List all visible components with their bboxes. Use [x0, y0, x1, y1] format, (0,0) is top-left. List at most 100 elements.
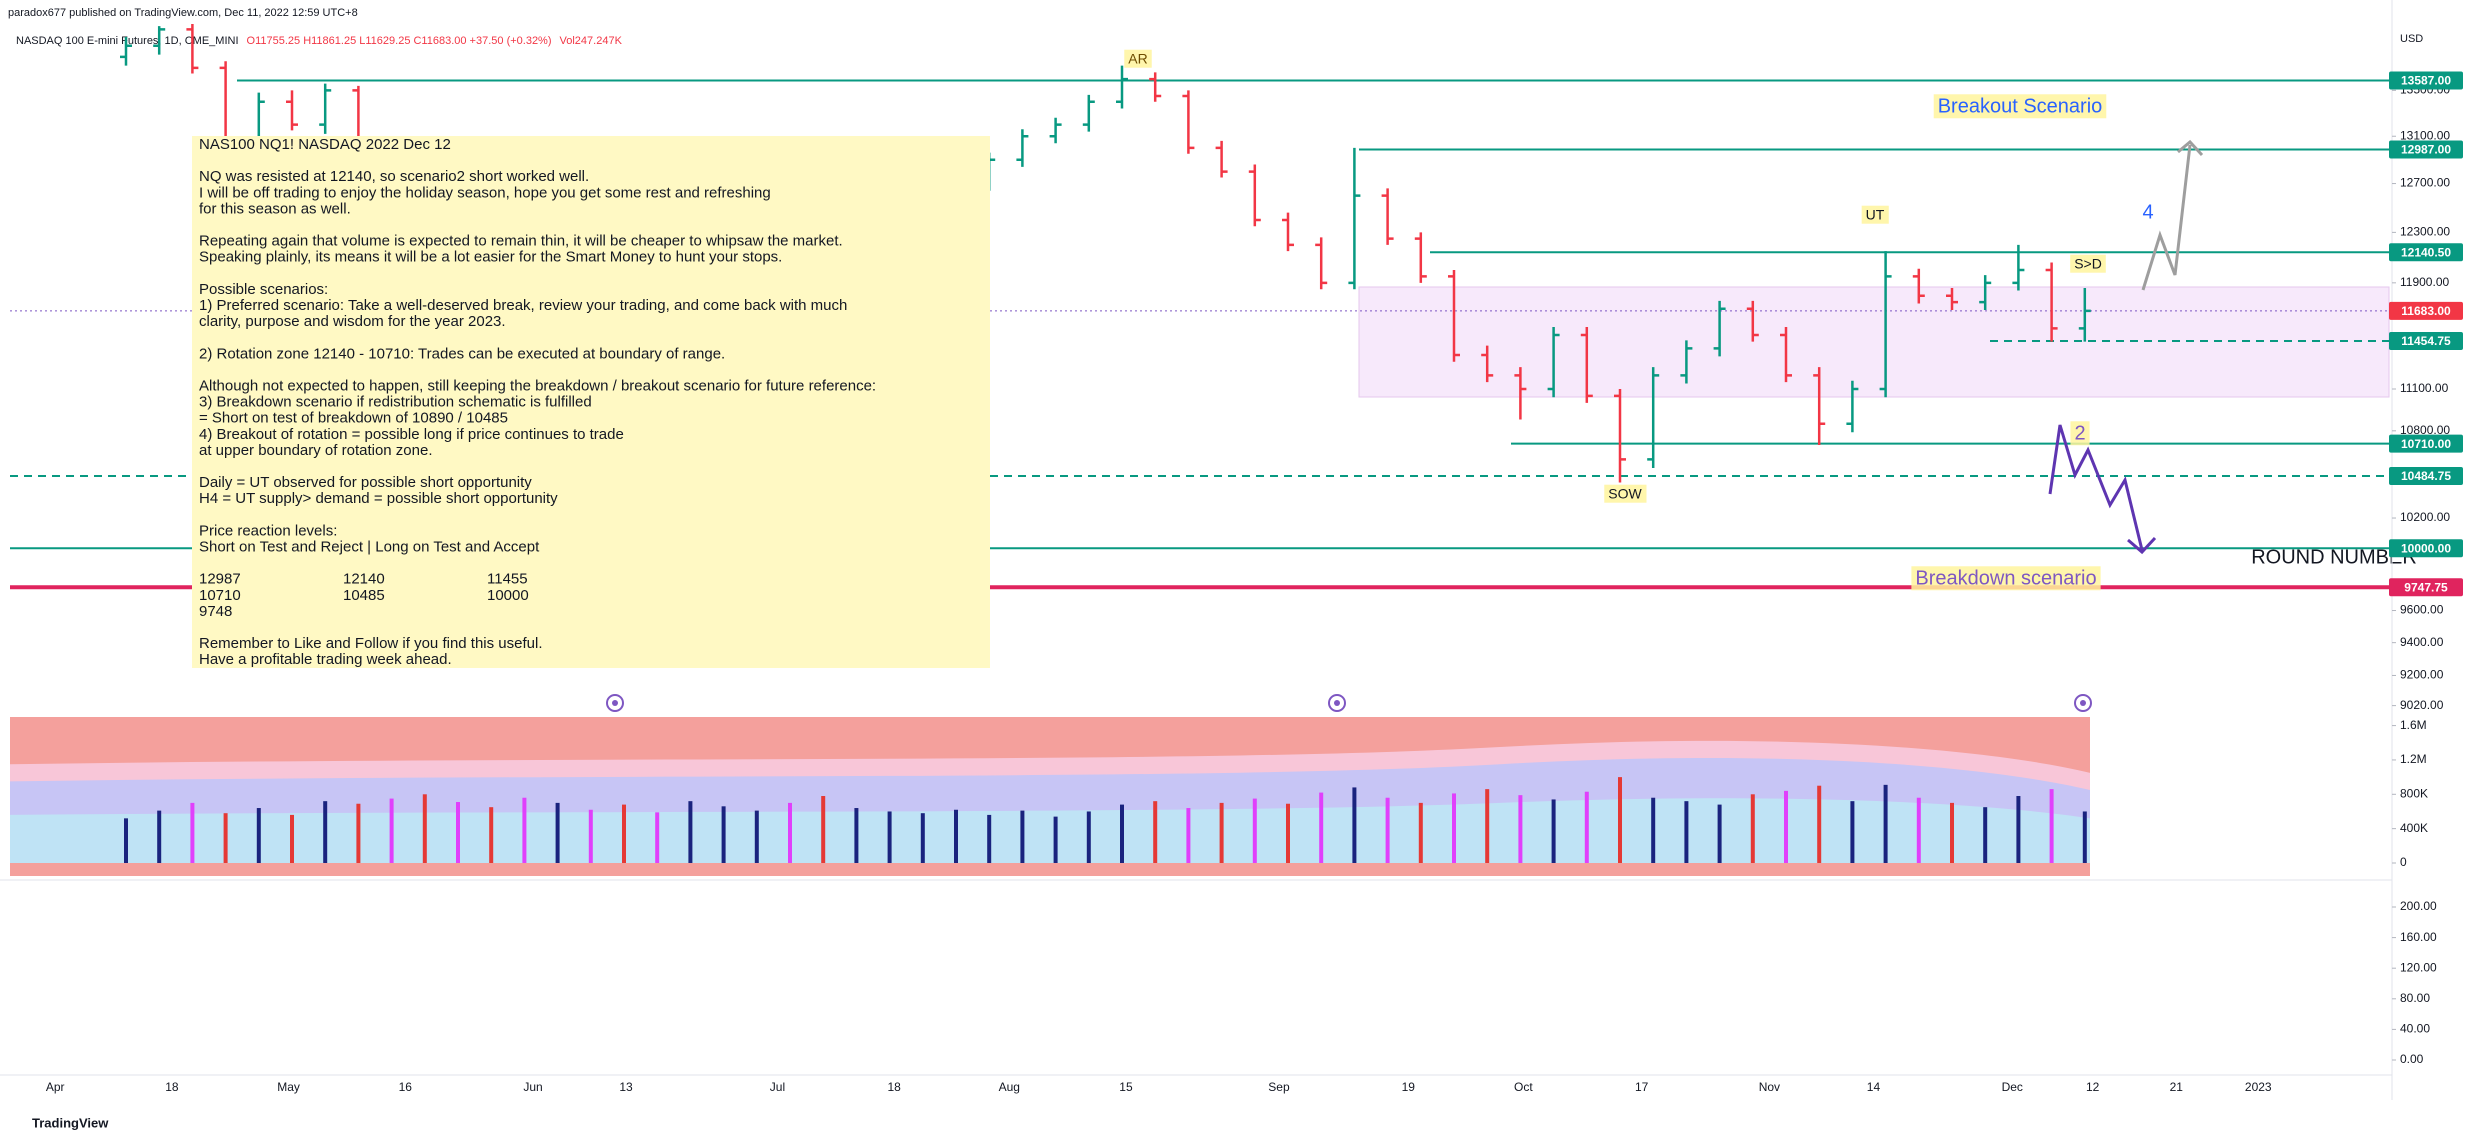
volume-bar	[1153, 801, 1158, 863]
x-tick-label: Jun	[523, 1080, 542, 1094]
x-tick-label: May	[277, 1080, 300, 1094]
x-tick-label: 18	[887, 1080, 901, 1094]
annotation: Breakout Scenario	[1938, 95, 2103, 117]
volume-bar	[422, 794, 427, 863]
volume-bar	[1452, 793, 1456, 863]
y-tick-label: 400K	[2400, 821, 2428, 835]
price-label: 13587.00	[2401, 74, 2451, 88]
price-label-box	[2389, 578, 2463, 597]
annotation-background	[2070, 254, 2106, 273]
volume-bar	[1883, 784, 1888, 863]
y-tick-label: 10800.00	[2400, 423, 2450, 437]
ohlc-bar	[1547, 327, 1560, 398]
note-line: Speaking plainly, its means it will be a…	[199, 249, 782, 266]
note-box	[192, 136, 990, 668]
ohlc-bar	[1946, 287, 1958, 310]
volume-bar	[655, 812, 660, 863]
y-tick-label: 120.00	[2400, 960, 2437, 974]
volume-bar	[256, 808, 261, 863]
annotation: S>D	[2074, 256, 2102, 272]
x-tick-label: Jul	[770, 1080, 785, 1094]
volume-bar	[124, 818, 128, 863]
y-tick-label: 0	[2400, 855, 2407, 869]
note-line: Although not expected to happen, still k…	[199, 377, 876, 394]
volume-bar	[622, 804, 626, 863]
volume-bar	[1020, 810, 1025, 863]
y-tick-label: 0.00	[2400, 1052, 2424, 1066]
volume-bar	[1086, 811, 1091, 863]
x-tick-label: 15	[1119, 1080, 1133, 1094]
ohlc-bar	[1348, 147, 1361, 290]
ohlc-bar	[1979, 275, 1992, 310]
y-tick-label: 11100.00	[2400, 381, 2449, 395]
volume-bar	[1219, 802, 1224, 863]
note-line: 1) Preferred scenario: Take a well-deser…	[199, 297, 847, 314]
ohlc-bar	[1182, 90, 1195, 154]
replay-icon	[606, 694, 624, 712]
note-title: NAS100 NQ1! NASDAQ 2022 Dec 12	[199, 136, 451, 153]
volume-bar	[1252, 798, 1257, 863]
volume-bar	[323, 801, 328, 863]
x-tick-label: 19	[1402, 1080, 1416, 1094]
annotation: AR	[1128, 51, 1147, 67]
y-tick-label: 160.00	[2400, 930, 2437, 944]
volume-bar	[1584, 791, 1589, 863]
ohlc-bar	[1149, 72, 1162, 102]
annotation: UT	[1866, 207, 1885, 223]
annotation: Breakdown scenario	[1915, 567, 2096, 589]
note-line: 2) Rotation zone 12140 - 10710: Trades c…	[199, 345, 725, 362]
volume-value: Vol247.247K	[560, 35, 623, 47]
note-line: Have a profitable trading week ahead.	[199, 651, 452, 668]
ohlc-bar	[1282, 212, 1294, 252]
ohlc-bar	[319, 83, 332, 134]
price-label: 9747.75	[2404, 580, 2448, 594]
price-label-box	[2389, 434, 2463, 453]
annotation-background	[2070, 421, 2090, 446]
ohlc-bar	[2012, 244, 2025, 291]
note-line: Remember to Like and Follow if you find …	[199, 635, 543, 652]
ohlc-bar	[1746, 300, 1759, 342]
y-tick-label: 9020.00	[2400, 698, 2444, 712]
ohlc-bar	[153, 26, 166, 55]
x-tick-label: Aug	[999, 1080, 1020, 1094]
y-tick-label: 1.2M	[2400, 752, 2427, 766]
volume-bar	[1319, 792, 1324, 863]
annotation-background	[1911, 566, 2101, 591]
note-line: 3) Breakdown scenario if redistribution …	[199, 394, 592, 411]
note-table-cell: 12140	[343, 571, 385, 588]
x-tick-label: 14	[1867, 1080, 1881, 1094]
volume-bar	[987, 814, 992, 863]
price-label: 10484.75	[2401, 469, 2451, 483]
note-line: I will be off trading to enjoy the holid…	[199, 184, 771, 201]
ohlc-bar	[1049, 117, 1062, 144]
annotation: 4	[2142, 201, 2153, 223]
annotation-background	[1861, 205, 1889, 224]
annotation: SOW	[1608, 486, 1642, 502]
y-tick-label: 9600.00	[2400, 603, 2444, 617]
ohlc-bar	[1315, 237, 1328, 290]
ohlc-bar	[1215, 140, 1228, 178]
volume-bar	[522, 797, 527, 863]
x-tick-label: 12	[2086, 1080, 2100, 1094]
volume-bar	[389, 798, 394, 863]
volume-bar	[821, 796, 826, 863]
symbol: NASDAQ 100 E-mini Futures, 1D, CME_MINI O…	[16, 35, 623, 47]
y-tick-label: 12300.00	[2400, 225, 2450, 239]
ohlc-bar	[1680, 340, 1693, 384]
volume-bar	[1518, 795, 1523, 863]
note-line: NQ was resisted at 12140, so scenario2 s…	[199, 168, 589, 185]
note-table-cell: 9748	[199, 603, 232, 620]
y-tick-label: 80.00	[2400, 991, 2430, 1005]
note: NAS100 NQ1! NASDAQ 2022 Dec 12 NQ was res…	[192, 136, 990, 668]
ohlc-bar	[1780, 327, 1792, 383]
ohlc-bar	[1116, 65, 1128, 109]
ohlc-bar	[1647, 367, 1660, 468]
ohlc-bar	[186, 24, 199, 74]
volume-bar	[721, 806, 726, 863]
volume-bar	[1418, 802, 1423, 863]
x-tick-label: 18	[165, 1080, 179, 1094]
note-line: Repeating again that volume is expected …	[199, 233, 843, 250]
ohlc-bar	[1514, 367, 1527, 420]
published-line: paradox677 published on TradingView.com,…	[8, 7, 358, 19]
